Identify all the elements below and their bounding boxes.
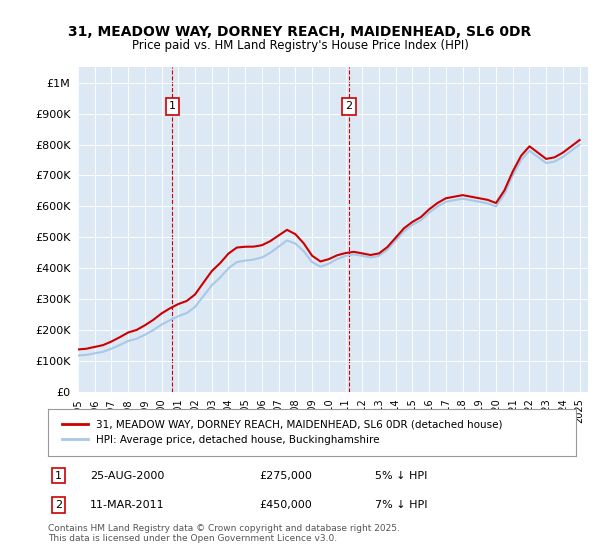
Text: 2: 2	[55, 500, 62, 510]
Text: 2: 2	[345, 101, 352, 111]
Text: 25-AUG-2000: 25-AUG-2000	[90, 470, 164, 480]
Text: Price paid vs. HM Land Registry's House Price Index (HPI): Price paid vs. HM Land Registry's House …	[131, 39, 469, 52]
Text: 1: 1	[55, 470, 62, 480]
Text: Contains HM Land Registry data © Crown copyright and database right 2025.
This d: Contains HM Land Registry data © Crown c…	[48, 524, 400, 543]
Legend: 31, MEADOW WAY, DORNEY REACH, MAIDENHEAD, SL6 0DR (detached house), HPI: Average: 31, MEADOW WAY, DORNEY REACH, MAIDENHEAD…	[58, 417, 506, 449]
Text: 7% ↓ HPI: 7% ↓ HPI	[376, 500, 428, 510]
Text: £450,000: £450,000	[259, 500, 312, 510]
Text: £275,000: £275,000	[259, 470, 312, 480]
Text: 5% ↓ HPI: 5% ↓ HPI	[376, 470, 428, 480]
Text: 1: 1	[169, 101, 176, 111]
Text: 11-MAR-2011: 11-MAR-2011	[90, 500, 165, 510]
Text: 31, MEADOW WAY, DORNEY REACH, MAIDENHEAD, SL6 0DR: 31, MEADOW WAY, DORNEY REACH, MAIDENHEAD…	[68, 25, 532, 39]
